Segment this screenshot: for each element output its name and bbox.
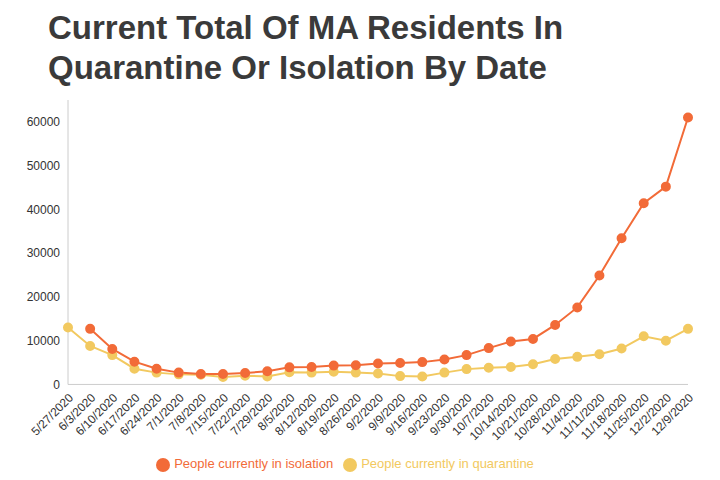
svg-text:11/18/2020: 11/18/2020: [578, 390, 630, 443]
svg-text:60000: 60000: [27, 115, 61, 129]
svg-text:7/8/2020: 7/8/2020: [166, 390, 209, 434]
svg-text:20000: 20000: [27, 290, 61, 304]
svg-text:10/7/2020: 10/7/2020: [449, 390, 497, 439]
svg-text:8/12/2020: 8/12/2020: [272, 390, 320, 439]
svg-text:9/9/2020: 9/9/2020: [365, 390, 409, 434]
svg-text:6/10/2020: 6/10/2020: [72, 390, 121, 439]
svg-text:9/16/2020: 9/16/2020: [382, 390, 431, 439]
svg-text:12/9/2020: 12/9/2020: [648, 390, 696, 438]
svg-text:7/15/2020: 7/15/2020: [183, 390, 232, 439]
svg-text:8/5/2020: 8/5/2020: [254, 390, 298, 434]
html-text:People currently in quarantine: People currently in quarantine: [361, 456, 534, 472]
svg-text:6/17/2020: 6/17/2020: [94, 390, 143, 439]
svg-text:7/29/2020: 7/29/2020: [227, 390, 276, 439]
svg-text:8/19/2020: 8/19/2020: [294, 390, 342, 439]
svg-text:10/21/2020: 10/21/2020: [488, 390, 542, 444]
svg-text:9/30/2020: 9/30/2020: [427, 390, 475, 439]
svg-text:12/2/2020: 12/2/2020: [626, 390, 674, 439]
svg-text:0: 0: [53, 378, 60, 392]
svg-text:9/23/2020: 9/23/2020: [404, 390, 453, 439]
svg-text:40000: 40000: [27, 203, 61, 217]
html-text:Current Total Of MA Residents: Current Total Of MA Residents In Quarant…: [48, 9, 564, 86]
svg-text:11/4/2020: 11/4/2020: [538, 390, 586, 438]
svg-text:30000: 30000: [27, 246, 61, 260]
svg-text:10000: 10000: [27, 334, 61, 348]
svg-text:6/3/2020: 6/3/2020: [55, 390, 99, 434]
svg-text:50000: 50000: [27, 159, 61, 173]
svg-text:7/1/2020: 7/1/2020: [143, 390, 187, 434]
svg-text:9/2/2020: 9/2/2020: [343, 390, 387, 434]
svg-text:6/24/2020: 6/24/2020: [117, 390, 165, 439]
svg-text:5/27/2020: 5/27/2020: [28, 390, 77, 439]
svg-text:10/28/2020: 10/28/2020: [510, 390, 564, 444]
html-text:People currently in isolation: People currently in isolation: [174, 456, 334, 472]
svg-text:10/14/2020: 10/14/2020: [466, 390, 519, 444]
svg-text:11/11/2020: 11/11/2020: [556, 390, 608, 442]
svg-text:7/22/2020: 7/22/2020: [205, 390, 254, 439]
svg-text:8/26/2020: 8/26/2020: [316, 390, 364, 439]
svg-text:11/25/2020: 11/25/2020: [600, 390, 652, 443]
